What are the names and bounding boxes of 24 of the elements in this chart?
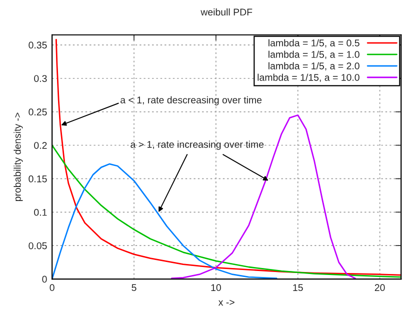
x-tick-label: 20: [374, 284, 385, 292]
line-series: [52, 163, 278, 280]
y-axis-title: probability density ->: [14, 112, 23, 202]
annotation: a > 1, rate increasing over time: [130, 140, 264, 150]
x-tick-label: 10: [211, 284, 221, 292]
legend-label: lambda = 1/5, a = 1.0: [268, 50, 360, 60]
y-tick-label: 0.15: [28, 175, 47, 182]
y-tick-label: 0.35: [28, 42, 47, 49]
x-tick-label: 5: [132, 284, 136, 292]
line-series: [55, 38, 402, 276]
legend-label: lambda = 1/15, a = 10.0: [258, 74, 360, 82]
legend-label: lambda = 1/5, a = 0.5: [268, 39, 360, 48]
x-axis-title: x ->: [218, 300, 234, 306]
y-tick-label: 0.1: [34, 208, 47, 216]
annotation: a < 1, rate descreasing over time: [120, 96, 262, 106]
legend-label: lambda = 1/5, a = 2.0: [268, 62, 360, 71]
y-tick-label: 0.2: [34, 142, 47, 149]
x-tick-label: 0: [50, 284, 54, 292]
y-tick-label: 0: [42, 276, 47, 283]
chart-title: weibull PDF: [200, 8, 252, 16]
x-tick-label: 15: [293, 284, 303, 292]
y-tick-label: 0.25: [28, 108, 47, 116]
y-tick-label: 0.3: [34, 75, 47, 82]
y-tick-label: 0.05: [28, 242, 47, 250]
